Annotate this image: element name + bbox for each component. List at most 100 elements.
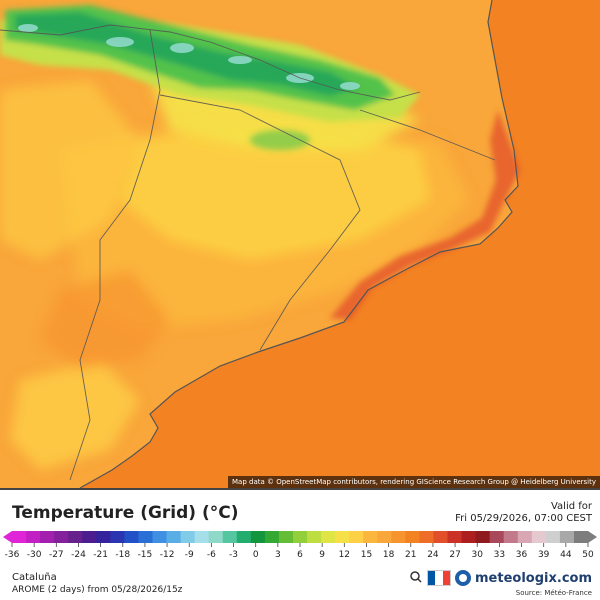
scale-tick-label: 24	[427, 550, 439, 560]
western-yellow-zone	[0, 80, 140, 260]
eastern-foothill-green	[250, 130, 310, 150]
southern-yellow-zone	[10, 360, 140, 470]
color-scale-bin	[475, 531, 491, 543]
legend-title: Temperature (Grid) (°C)	[12, 503, 239, 523]
interior-yellow-zone	[120, 120, 430, 260]
color-scale-bin	[545, 531, 561, 543]
temperature-map[interactable]: Map data © OpenStreetMap contributors, r…	[0, 0, 600, 488]
color-scale-bin	[68, 531, 83, 543]
color-scale-bin	[264, 531, 280, 543]
scale-tick-label: -9	[185, 550, 194, 560]
color-scale-bars	[3, 531, 597, 543]
scale-tick-label: -36	[5, 550, 20, 560]
color-scale-bin	[559, 531, 575, 543]
color-scale-bin	[321, 531, 336, 543]
map-divider	[0, 488, 600, 490]
coastal-hot-band	[330, 110, 520, 320]
scale-tick-label: 33	[494, 550, 505, 560]
color-scale-bin	[503, 531, 519, 543]
model-run: AROME (2 days) from 05/28/2026/15z	[12, 585, 183, 595]
color-scale-bin	[236, 531, 252, 543]
flag-stripe-blue	[428, 571, 436, 585]
color-scale-bin	[166, 531, 181, 543]
scale-tick-label: 9	[319, 550, 325, 560]
scale-tick-label: 0	[253, 550, 259, 560]
color-scale-bin	[292, 531, 308, 543]
color-scale-bin	[531, 531, 547, 543]
color-scale-bin	[152, 531, 167, 543]
color-scale-bin	[208, 531, 224, 543]
scale-tick-label: -12	[160, 550, 175, 560]
scale-tick-label: -30	[27, 550, 42, 560]
scale-tick-label: 21	[405, 550, 416, 560]
color-scale-bin	[250, 531, 266, 543]
color-scale-bin	[26, 531, 41, 543]
source-text: Source: Météo-France	[515, 589, 592, 597]
scale-tick-label: 50	[582, 550, 594, 560]
scale-tick-label: 44	[560, 550, 572, 560]
scale-right-arrow	[588, 531, 597, 543]
scale-tick-label: 6	[297, 550, 303, 560]
color-scale-bin	[54, 531, 69, 543]
valid-time-block: Valid for Fri 05/29/2026, 07:00 CEST	[455, 501, 592, 525]
scale-tick-label: -6	[207, 550, 216, 560]
color-scale-bin	[349, 531, 364, 543]
brand-row: meteologix.com	[409, 569, 592, 587]
pyrenees-dark-green	[15, 12, 360, 96]
admin-borders	[0, 24, 496, 481]
scale-tick-label: -27	[49, 550, 64, 560]
scale-tick-label: -24	[71, 550, 86, 560]
scale-tick-label: 18	[383, 550, 395, 560]
color-scale: -36 -30 -27 -24 -21 -18 -15 -12 -9 -6 -3 0 3 6 9 12 15 18…	[3, 531, 597, 560]
color-scale-bin	[377, 531, 392, 543]
color-scale-bin	[363, 531, 378, 543]
flag-stripe-white	[435, 571, 443, 585]
valid-time: Fri 05/29/2026, 07:00 CEST	[455, 513, 592, 524]
brand-name[interactable]: meteologix.com	[475, 570, 592, 586]
scale-tick-label: 12	[339, 550, 350, 560]
mountain-peaks	[18, 24, 360, 90]
color-scale-bin	[517, 531, 533, 543]
color-scale-bin	[573, 531, 589, 543]
map-attribution: Map data © OpenStreetMap contributors, r…	[228, 476, 600, 488]
color-scale-bin	[222, 531, 238, 543]
scale-tick-label: -3	[229, 550, 238, 560]
color-scale-bin	[82, 531, 97, 543]
scale-tick-label: -18	[115, 550, 130, 560]
hd-icon[interactable]	[409, 570, 423, 586]
color-scale-bin	[180, 531, 196, 543]
scale-tick-label: 3	[275, 550, 281, 560]
scale-tick-label: 39	[538, 550, 550, 560]
color-scale-bin	[335, 531, 350, 543]
map-canvas[interactable]	[0, 0, 600, 488]
color-scale-bin	[124, 531, 139, 543]
color-scale-bin	[405, 531, 420, 543]
valid-label: Valid for	[550, 501, 592, 512]
color-scale-bin	[194, 531, 210, 543]
meteologix-logo-icon	[455, 570, 472, 586]
color-scale-bin	[12, 531, 27, 543]
color-scale-ticks: -36 -30 -27 -24 -21 -18 -15 -12 -9 -6 -3 0 3 6 9 12 15 18…	[5, 543, 594, 560]
coastline	[79, 0, 519, 488]
color-scale-bin	[461, 531, 477, 543]
flag-stripe-red	[442, 571, 450, 585]
color-scale-bin	[110, 531, 125, 543]
scale-tick-label: 36	[516, 550, 528, 560]
color-scale-bin	[489, 531, 505, 543]
inland-hot-zone	[40, 270, 170, 370]
color-scale-bin	[433, 531, 448, 543]
color-scale-bin	[40, 531, 55, 543]
scale-tick-label: -15	[138, 550, 153, 560]
scale-tick-label: 27	[449, 550, 460, 560]
color-scale-bin	[96, 531, 111, 543]
region-name: Cataluña	[12, 572, 57, 583]
color-scale-bin	[447, 531, 462, 543]
france-flag-icon	[427, 570, 452, 586]
color-scale-bin	[419, 531, 434, 543]
color-scale-bin	[391, 531, 406, 543]
color-scale-bin	[307, 531, 322, 543]
color-scale-bin	[278, 531, 294, 543]
scale-tick-label: -21	[93, 550, 108, 560]
scale-left-arrow	[3, 531, 12, 543]
scale-tick-label: 30	[472, 550, 484, 560]
